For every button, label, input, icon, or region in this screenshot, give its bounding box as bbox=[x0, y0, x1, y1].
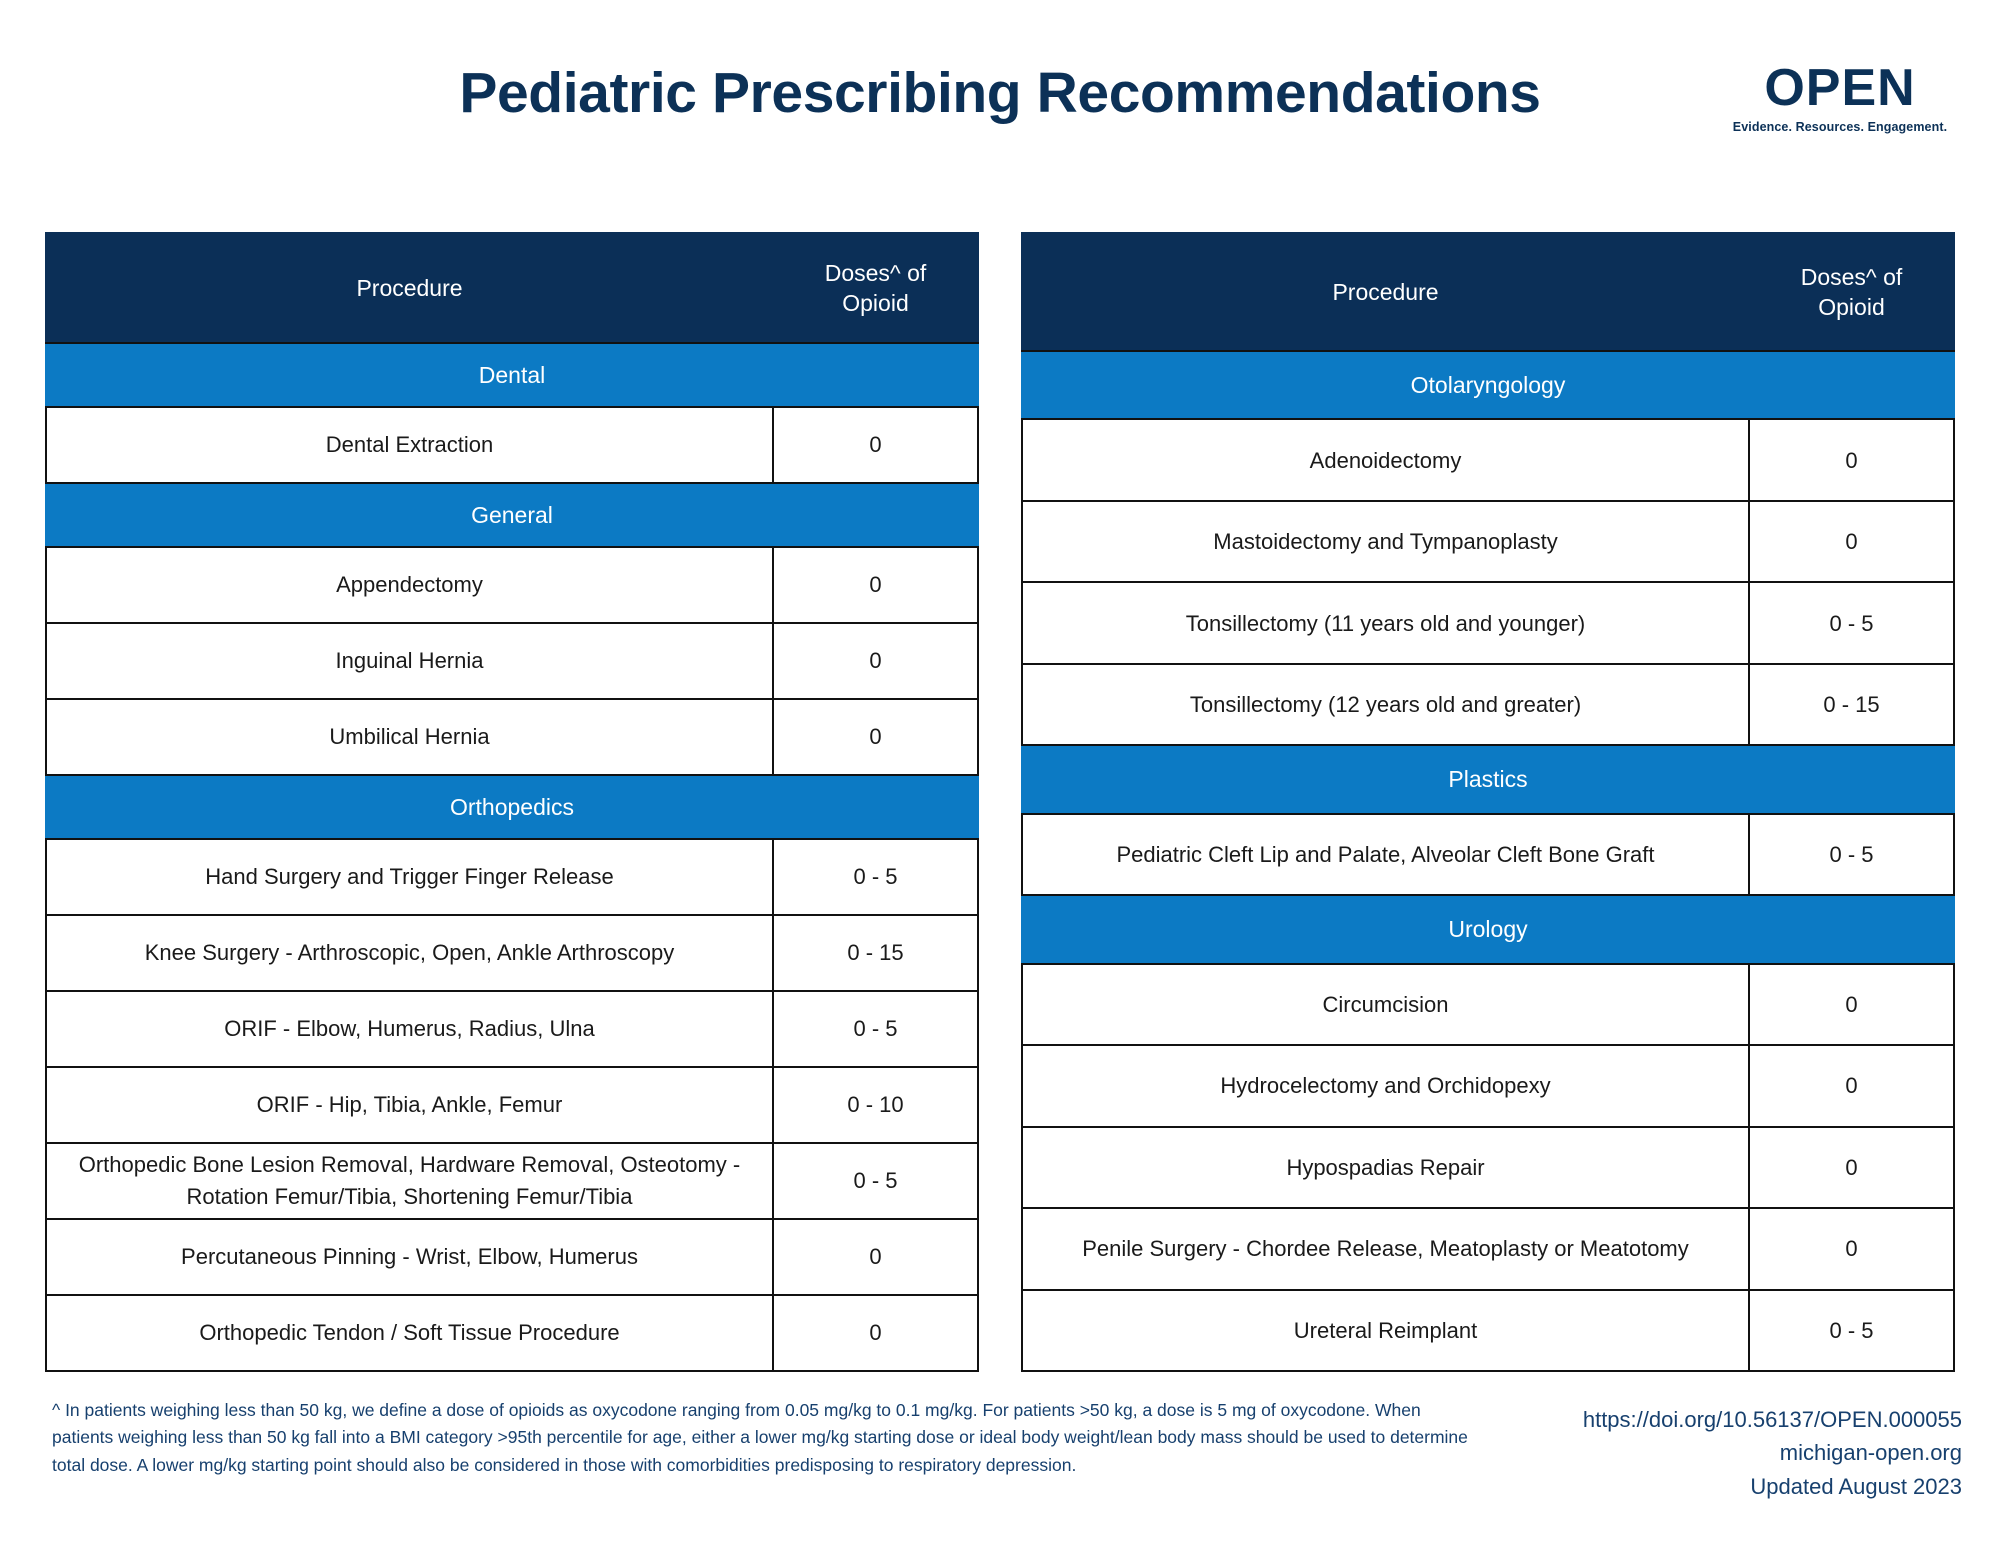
procedure-cell: Inguinal Hernia bbox=[45, 622, 774, 700]
doses-cell: 0 - 10 bbox=[772, 1066, 979, 1144]
doses-cell: 0 bbox=[772, 698, 979, 776]
right-recommendations-table: Procedure Doses^ of Opioid Otolaryngology Ad… bbox=[1021, 232, 1955, 1373]
table-row: Mastoidectomy and Tympanoplasty 0 bbox=[1021, 499, 1955, 584]
procedure-cell: Tonsillectomy (11 years old and younger) bbox=[1021, 581, 1750, 665]
specialty-name: Plastics bbox=[1021, 744, 1955, 815]
procedure-cell: Circumcision bbox=[1021, 962, 1750, 1047]
table-row: Dental Extraction 0 bbox=[45, 406, 979, 484]
doses-cell: 0 - 5 bbox=[772, 838, 979, 916]
table-row: Circumcision 0 bbox=[1021, 962, 1955, 1047]
page-footer: ^ In patients weighing less than 50 kg, … bbox=[0, 1397, 2000, 1503]
procedure-cell: Adenoidectomy bbox=[1021, 418, 1750, 502]
table-row: Hydrocelectomy and Orchidopexy 0 bbox=[1021, 1044, 1955, 1128]
table-row: Orthopedic Tendon / Soft Tissue Procedur… bbox=[45, 1294, 979, 1372]
procedure-cell: Hypospadias Repair bbox=[1021, 1125, 1750, 1210]
recommendation-tables: Procedure Doses^ of Opioid Dental Dental Ext… bbox=[0, 232, 2000, 1373]
page-title: Pediatric Prescribing Recommendations bbox=[459, 61, 1541, 125]
doses-cell: 0 bbox=[772, 1218, 979, 1296]
table-row: Adenoidectomy 0 bbox=[1021, 418, 1955, 502]
doses-cell: 0 - 5 bbox=[1748, 581, 1955, 665]
doses-header-line2: Opioid bbox=[842, 290, 909, 316]
logo-tagline: Evidence. Resources. Engagement. bbox=[1732, 120, 1948, 134]
specialty-name: General bbox=[45, 482, 979, 548]
doses-cell: 0 bbox=[772, 622, 979, 700]
table-row: Percutaneous Pinning - Wrist, Elbow, Hum… bbox=[45, 1218, 979, 1296]
doses-header-line2: Opioid bbox=[1818, 293, 1885, 320]
procedure-cell: Percutaneous Pinning - Wrist, Elbow, Hum… bbox=[45, 1218, 774, 1296]
doses-cell: 0 bbox=[1748, 1044, 1955, 1128]
doses-cell: 0 - 5 bbox=[1748, 812, 1955, 897]
specialty-section-row: Otolaryngology bbox=[1021, 349, 1955, 421]
procedure-cell: ORIF - Hip, Tibia, Ankle, Femur bbox=[45, 1066, 774, 1144]
procedure-cell: Pediatric Cleft Lip and Palate, Alveolar… bbox=[1021, 812, 1750, 897]
page-header: Pediatric Prescribing Recommendations OP… bbox=[0, 0, 2000, 170]
doses-cell: 0 bbox=[1748, 962, 1955, 1047]
doses-cell: 0 bbox=[1748, 1207, 1955, 1291]
table-row: Tonsillectomy (11 years old and younger)… bbox=[1021, 581, 1955, 665]
table-header-row: Procedure Doses^ of Opioid bbox=[45, 232, 979, 344]
table-row: Orthopedic Bone Lesion Removal, Hardware… bbox=[45, 1142, 979, 1220]
logo-wordmark: OPEN bbox=[1764, 59, 1916, 117]
doses-cell: 0 bbox=[772, 406, 979, 484]
column-header-procedure: Procedure bbox=[45, 232, 774, 344]
procedure-cell: Ureteral Reimplant bbox=[1021, 1288, 1750, 1373]
table-row: Hand Surgery and Trigger Finger Release 0… bbox=[45, 838, 979, 916]
column-header-procedure: Procedure bbox=[1021, 232, 1750, 352]
table-row: Ureteral Reimplant 0 - 5 bbox=[1021, 1288, 1955, 1373]
doses-cell: 0 - 5 bbox=[772, 1142, 979, 1220]
procedure-cell: Orthopedic Tendon / Soft Tissue Procedur… bbox=[45, 1294, 774, 1372]
specialty-section-row: Plastics bbox=[1021, 744, 1955, 815]
procedure-cell: ORIF - Elbow, Humerus, Radius, Ulna bbox=[45, 990, 774, 1068]
table-row: Knee Surgery - Arthroscopic, Open, Ankle… bbox=[45, 914, 979, 992]
doses-header-line1: Doses^ of bbox=[824, 259, 927, 286]
doi-link[interactable]: https://doi.org/10.56137/OPEN.000055 bbox=[1582, 1406, 1962, 1432]
dose-definition-footnote: ^ In patients weighing less than 50 kg, … bbox=[52, 1399, 1468, 1475]
table-row: Umbilical Hernia 0 bbox=[45, 698, 979, 776]
procedure-cell: Tonsillectomy (12 years old and greater) bbox=[1021, 662, 1750, 747]
publication-meta: https://doi.org/10.56137/OPEN.000055 mic… bbox=[1583, 1397, 1962, 1503]
specialty-name: Orthopedics bbox=[45, 774, 979, 840]
procedure-cell: Umbilical Hernia bbox=[45, 698, 774, 776]
left-recommendations-table: Procedure Doses^ of Opioid Dental Dental Ext… bbox=[45, 232, 979, 1372]
open-logo: OPEN Evidence. Resources. Engagement. bbox=[1715, 62, 1965, 134]
specialty-section-row: General bbox=[45, 482, 979, 548]
table-row: Tonsillectomy (12 years old and greater)… bbox=[1021, 662, 1955, 747]
specialty-section-row: Dental bbox=[45, 342, 979, 408]
table-row: Appendectomy 0 bbox=[45, 546, 979, 624]
procedure-cell: Orthopedic Bone Lesion Removal, Hardware… bbox=[45, 1142, 774, 1220]
updated-date: Updated August 2023 bbox=[1750, 1473, 1962, 1499]
doses-cell: 0 - 15 bbox=[1748, 662, 1955, 747]
doses-cell: 0 bbox=[1748, 499, 1955, 584]
column-header-doses: Doses^ of Opioid bbox=[1748, 232, 1955, 352]
doses-cell: 0 bbox=[1748, 1125, 1955, 1210]
specialty-name: Urology bbox=[1021, 894, 1955, 965]
specialty-name: Otolaryngology bbox=[1021, 349, 1955, 421]
procedure-cell: Appendectomy bbox=[45, 546, 774, 624]
procedure-cell: Penile Surgery - Chordee Release, Meatop… bbox=[1021, 1207, 1750, 1291]
procedure-cell: Knee Surgery - Arthroscopic, Open, Ankle… bbox=[45, 914, 774, 992]
doses-cell: 0 bbox=[772, 546, 979, 624]
doses-cell: 0 bbox=[772, 1294, 979, 1372]
table-row: Hypospadias Repair 0 bbox=[1021, 1125, 1955, 1210]
procedure-cell: Dental Extraction bbox=[45, 406, 774, 484]
table-row: ORIF - Elbow, Humerus, Radius, Ulna 0 - 5 bbox=[45, 990, 979, 1068]
doses-cell: 0 - 5 bbox=[772, 990, 979, 1068]
table-row: ORIF - Hip, Tibia, Ankle, Femur 0 - 10 bbox=[45, 1066, 979, 1144]
doses-header-line1: Doses^ of bbox=[1800, 263, 1903, 290]
specialty-section-row: Orthopedics bbox=[45, 774, 979, 840]
doses-cell: 0 - 5 bbox=[1748, 1288, 1955, 1373]
table-header-row: Procedure Doses^ of Opioid bbox=[1021, 232, 1955, 352]
table-row: Pediatric Cleft Lip and Palate, Alveolar… bbox=[1021, 812, 1955, 897]
table-row: Inguinal Hernia 0 bbox=[45, 622, 979, 700]
doses-cell: 0 bbox=[1748, 418, 1955, 502]
doses-cell: 0 - 15 bbox=[772, 914, 979, 992]
procedure-cell: Hydrocelectomy and Orchidopexy bbox=[1021, 1044, 1750, 1128]
procedure-cell: Hand Surgery and Trigger Finger Release bbox=[45, 838, 774, 916]
specialty-section-row: Urology bbox=[1021, 894, 1955, 965]
specialty-name: Dental bbox=[45, 342, 979, 408]
column-header-doses: Doses^ of Opioid bbox=[772, 232, 979, 344]
table-row: Penile Surgery - Chordee Release, Meatop… bbox=[1021, 1207, 1955, 1291]
procedure-cell: Mastoidectomy and Tympanoplasty bbox=[1021, 499, 1750, 584]
website-link[interactable]: michigan-open.org bbox=[1779, 1440, 1962, 1466]
